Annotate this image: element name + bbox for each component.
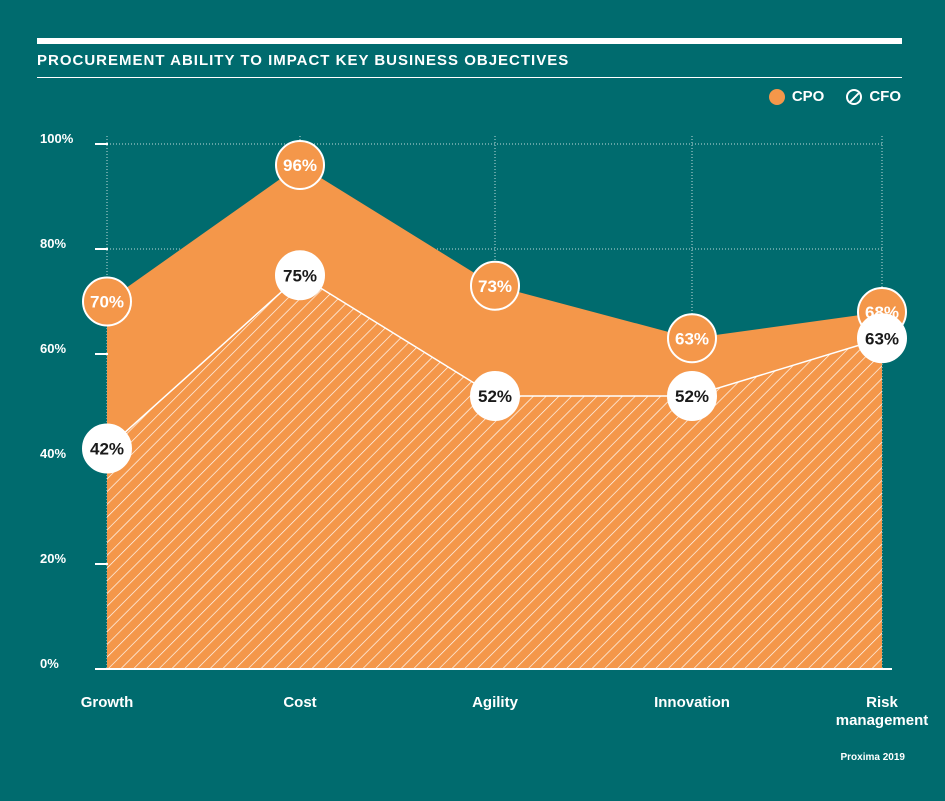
cfo-hatch-swatch-icon <box>846 88 863 105</box>
y-tick-label: 0% <box>40 656 59 671</box>
axis-layer: 0% 20% 40% 60% 80% 100% Growth Cost Agility Innov… <box>40 131 928 729</box>
cpo-point-label: 73% <box>478 277 512 296</box>
cfo-point-marker <box>82 423 132 474</box>
legend-item-cpo: CPO <box>768 88 825 105</box>
legend-label-cfo: CFO <box>869 88 901 105</box>
cpo-point-label: 70% <box>90 293 124 312</box>
cfo-point-marker <box>667 371 717 421</box>
cpo-point-label: 96% <box>283 156 317 175</box>
y-tick-label: 80% <box>40 236 66 251</box>
cpo-point-label: 63% <box>675 329 709 348</box>
cfo-point-marker <box>857 313 907 364</box>
cpo-point-marker <box>82 276 132 327</box>
source-note: Proxima 2019 <box>840 752 906 763</box>
cpo-swatch-icon <box>768 88 785 105</box>
cfo-point-marker <box>275 250 325 301</box>
y-tick-label: 20% <box>40 551 66 566</box>
cpo-point-marker <box>275 140 325 190</box>
y-tick-label: 60% <box>40 341 66 356</box>
cfo-point-label: 75% <box>283 266 317 285</box>
x-category-label: Risk management <box>836 694 929 729</box>
cfo-point-marker <box>470 371 520 421</box>
chart-title: PROCUREMENT ABILITY TO IMPACT KEY BUSINE… <box>37 52 570 69</box>
legend: CPO CFO <box>747 88 901 105</box>
x-category-label: Innovation <box>654 694 730 711</box>
y-tick-label: 100% <box>40 131 74 146</box>
y-tick-label: 40% <box>40 446 66 461</box>
top-rule <box>37 38 902 44</box>
cpo-point-marker <box>470 260 520 311</box>
x-category-label: Growth <box>81 694 134 711</box>
cfo-point-label: 52% <box>478 387 512 406</box>
title-rule <box>37 77 902 78</box>
cfo-point-label: 42% <box>90 440 124 459</box>
cfo-point-label: 63% <box>865 329 899 348</box>
label-layer: 70%96%73%63%68%42%75%52% 52%63% <box>82 140 907 474</box>
cfo-area <box>107 275 882 669</box>
x-category-label: Cost <box>283 694 316 711</box>
legend-item-cfo: CFO <box>846 88 901 105</box>
cpo-point-marker <box>667 313 717 364</box>
legend-label-cpo: CPO <box>791 88 825 105</box>
x-category-label: Agility <box>472 694 518 711</box>
cfo-point-label: 52% <box>675 387 709 406</box>
